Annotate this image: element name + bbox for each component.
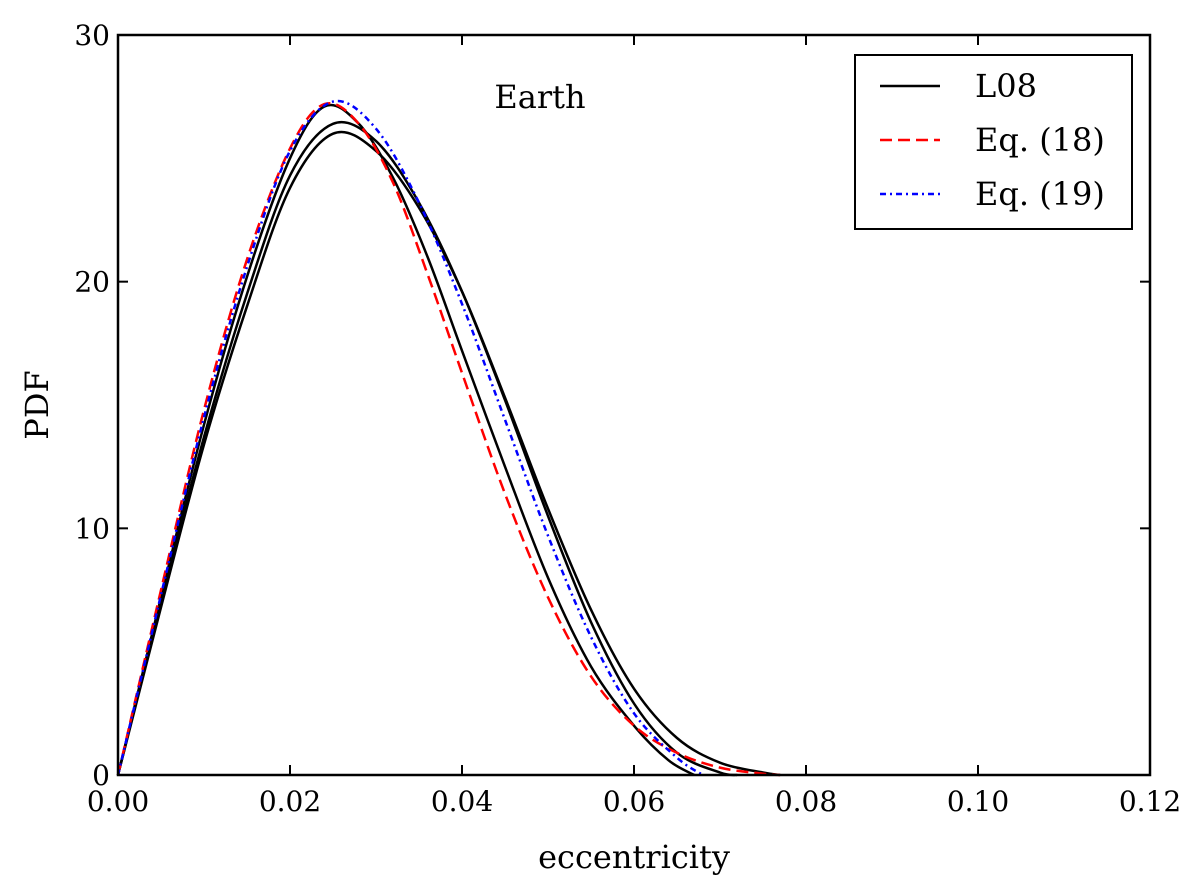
x-tick-label: 0.06: [603, 785, 665, 818]
x-tick-label: 0.10: [947, 785, 1009, 818]
x-tick-label: 0.02: [259, 785, 321, 818]
series-line-4: [116, 99, 704, 777]
series-line-3: [116, 101, 781, 777]
x-tick-label: 0.04: [431, 785, 493, 818]
tick-layer: 0.00 0.02 0.04 0.06 0.08 0.10 0.12 0 10 20 30: [74, 19, 1181, 818]
y-tick-label: 20: [74, 266, 110, 299]
legend-box: [854, 54, 1133, 230]
legend: L08 Eq. (18) Eq. (19): [854, 54, 1133, 230]
annotation-earth: Earth: [494, 78, 585, 116]
x-tick-label: 0.08: [775, 785, 837, 818]
legend-label-l08: L08: [975, 67, 1037, 105]
legend-label-eq18: Eq. (18): [975, 121, 1105, 159]
x-tick-label: 0.00: [87, 785, 149, 818]
series-line-2: [116, 130, 781, 777]
series-line-1: [116, 120, 738, 777]
y-axis-label: PDF: [18, 370, 56, 439]
series-layer: [116, 99, 781, 777]
x-tick-label: 0.12: [1119, 785, 1181, 818]
legend-label-eq19: Eq. (19): [975, 175, 1105, 213]
y-tick-label: 0: [92, 759, 110, 792]
series-line-0: [116, 103, 695, 777]
x-axis-label: eccentricity: [538, 838, 730, 876]
y-tick-label: 30: [74, 19, 110, 52]
y-tick-label: 10: [74, 512, 110, 545]
